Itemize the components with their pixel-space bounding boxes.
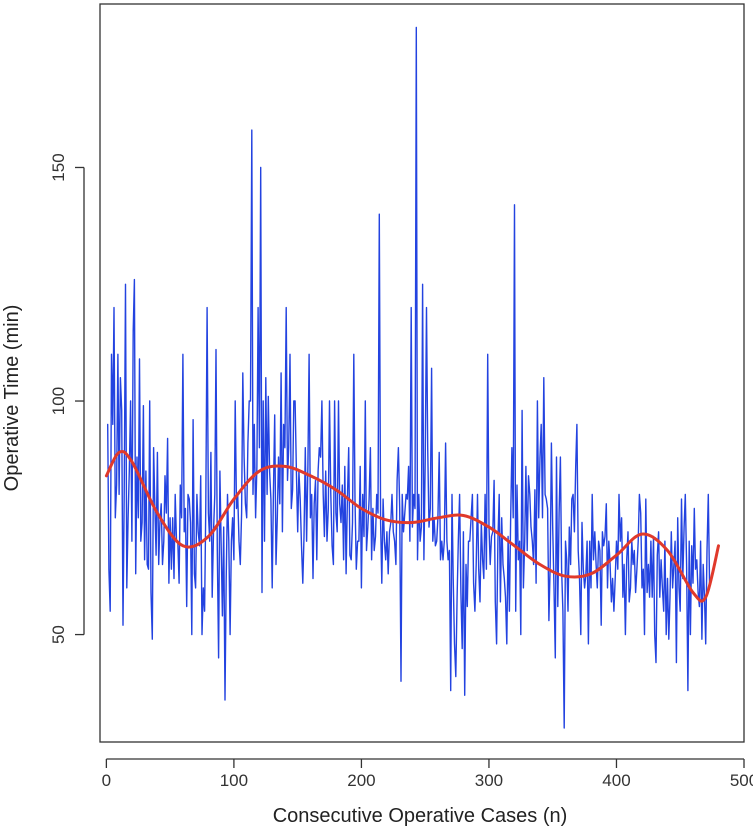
smoothed-trend-line bbox=[104, 449, 720, 603]
operative-time-line bbox=[107, 26, 711, 729]
x-tick-label: 0 bbox=[102, 771, 111, 790]
x-axis: 0 100 200 300 400 500 bbox=[102, 758, 753, 790]
y-axis: 50 100 150 bbox=[49, 153, 85, 644]
x-tick-label: 500 bbox=[730, 771, 753, 790]
x-axis-title: Consecutive Operative Cases (n) bbox=[273, 805, 568, 827]
x-tick-label: 100 bbox=[220, 771, 248, 790]
y-tick-label: 150 bbox=[49, 153, 68, 181]
x-tick-label: 200 bbox=[347, 771, 375, 790]
plot-frame bbox=[99, 3, 745, 743]
x-tick-label: 300 bbox=[475, 771, 503, 790]
y-axis-title: Operative Time (min) bbox=[1, 305, 23, 492]
y-tick-label: 100 bbox=[49, 387, 68, 415]
y-tick-label: 50 bbox=[49, 625, 68, 644]
series-layer bbox=[104, 26, 720, 729]
x-tick-label: 400 bbox=[602, 771, 630, 790]
